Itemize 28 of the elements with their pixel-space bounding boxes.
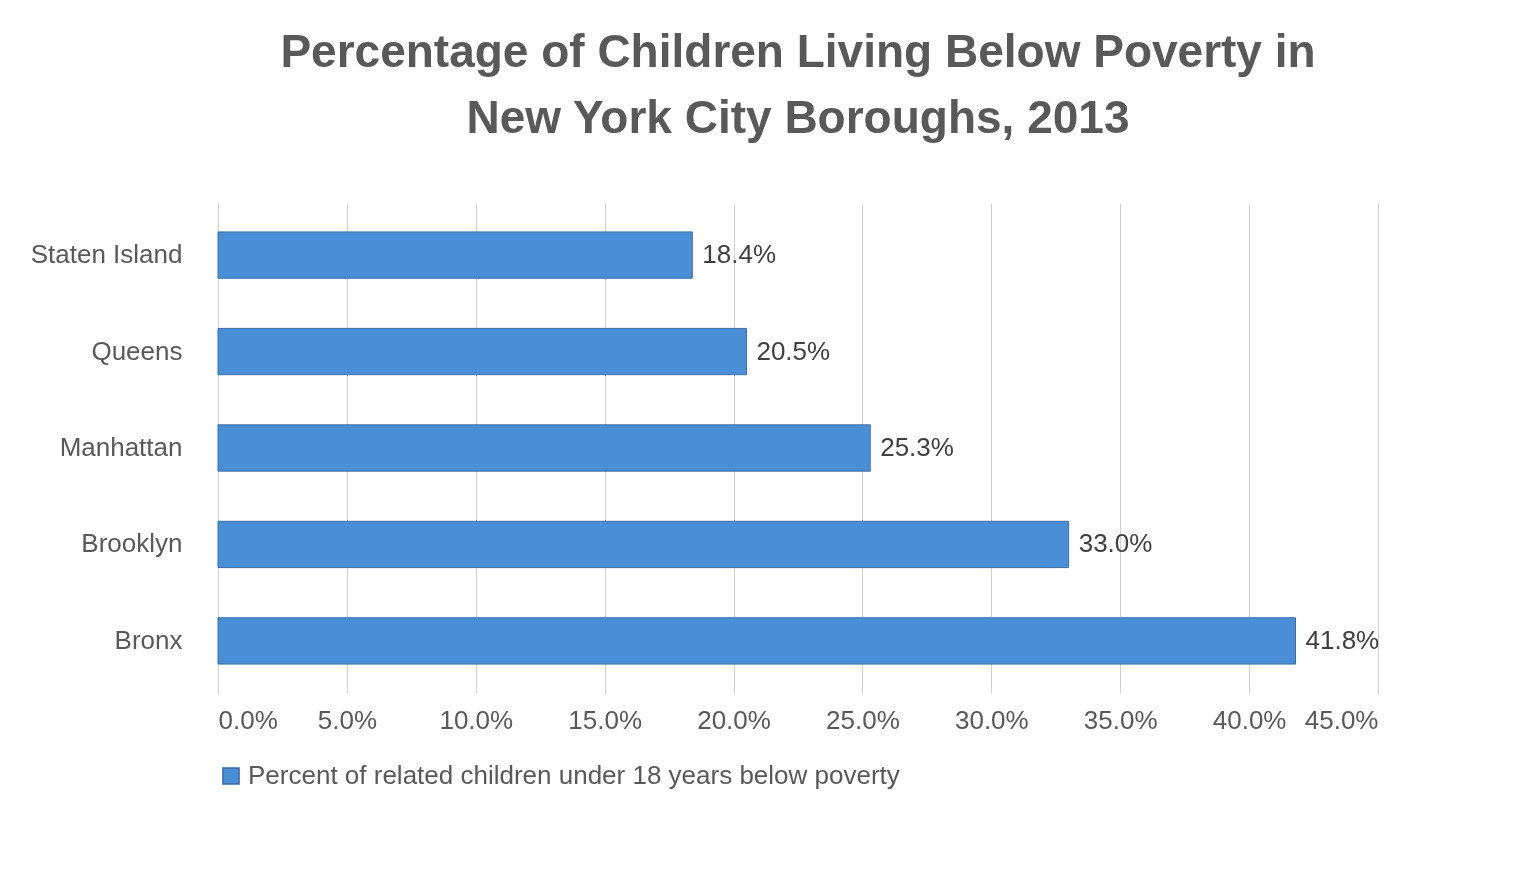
bar <box>217 617 1297 665</box>
text: Percentage of Children Living Below Poverty in <box>280 25 1316 77</box>
x-tick-label: 0.0% <box>218 704 278 735</box>
x-tick-label: 45.0% <box>1304 704 1379 735</box>
text: New York City Boroughs, 2013 <box>466 91 1130 143</box>
data-label: 25.3% <box>880 432 954 462</box>
data-label: 41.8% <box>1305 624 1380 655</box>
data-label: 33.0% <box>1078 528 1153 559</box>
x-tick-label: 10.0% <box>439 704 514 735</box>
data-label: 20.5% <box>756 335 831 366</box>
x-tick-label: 40.0% <box>1212 704 1287 735</box>
x-tick-label: 25.0% <box>826 704 900 735</box>
y-tick-label: Queens <box>91 335 183 366</box>
bar <box>217 520 1070 569</box>
x-tick-label: 5.0% <box>317 704 378 735</box>
y-tick-label: Staten Island <box>30 239 183 270</box>
x-tick-label: 35.0% <box>1083 704 1158 735</box>
y-tick-label: Bronx <box>114 624 183 655</box>
x-tick-label: 20.0% <box>697 704 771 735</box>
data-label: 18.4% <box>702 239 777 270</box>
y-tick-label: Manhattan <box>59 432 183 462</box>
bar <box>217 327 747 376</box>
bar <box>217 424 871 472</box>
x-tick-label: 15.0% <box>568 704 643 735</box>
y-tick-label: Brooklyn <box>81 528 183 559</box>
bar <box>217 231 693 279</box>
x-tick-label: 30.0% <box>954 704 1029 735</box>
legend-label: Percent of related children under 18 years below poverty <box>248 760 900 790</box>
